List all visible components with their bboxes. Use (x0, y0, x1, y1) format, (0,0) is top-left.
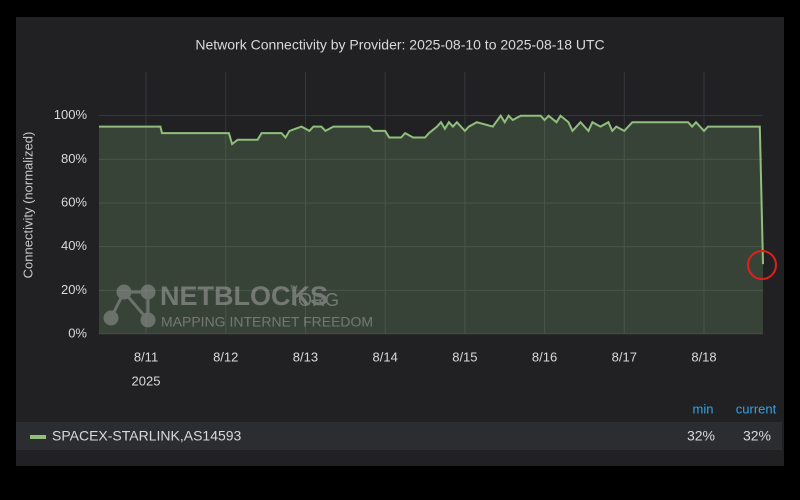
y-tick-label: 0% (68, 325, 87, 340)
watermark-icon (103, 284, 156, 328)
legend-stat: 32% (743, 428, 771, 444)
y-tick-label: 100% (54, 107, 88, 122)
watermark-brand: NETBLOCKS (160, 281, 328, 311)
chart-title: Network Connectivity by Provider: 2025-0… (195, 37, 604, 53)
x-tick-label: 8/13 (293, 349, 318, 364)
x-year-label: 2025 (132, 373, 161, 388)
watermark-mark: ™ (289, 283, 298, 293)
watermark: NETBLOCKS ™ .ORG MAPPING INTERNET FREEDO… (103, 281, 373, 330)
y-axis-label: Connectivity (normalized) (20, 132, 35, 279)
x-tick-label: 8/11 (134, 349, 158, 364)
panel (16, 17, 784, 466)
legend-stat: 32% (687, 428, 715, 444)
y-tick-label: 20% (61, 282, 87, 297)
y-tick-label: 60% (61, 194, 87, 209)
legend-row (16, 422, 782, 450)
x-tick-label: 8/12 (213, 349, 238, 364)
x-tick-label: 8/16 (532, 349, 557, 364)
highlight-circle (747, 250, 777, 280)
watermark-tagline: MAPPING INTERNET FREEDOM (161, 314, 373, 330)
legend-column-header: current (736, 401, 777, 416)
legend-column-header: min (693, 401, 714, 416)
y-tick-label: 80% (61, 151, 87, 166)
legend-swatch (30, 435, 46, 439)
y-tick-label: 40% (61, 238, 87, 253)
area (99, 115, 763, 334)
legend-label: SPACEX-STARLINK,AS14593 (52, 428, 242, 444)
x-tick-label: 8/18 (691, 349, 716, 364)
x-tick-label: 8/17 (612, 349, 637, 364)
x-tick-label: 8/15 (452, 349, 477, 364)
watermark-domain: .ORG (293, 290, 339, 310)
x-tick-label: 8/14 (373, 349, 398, 364)
line (99, 113, 764, 265)
